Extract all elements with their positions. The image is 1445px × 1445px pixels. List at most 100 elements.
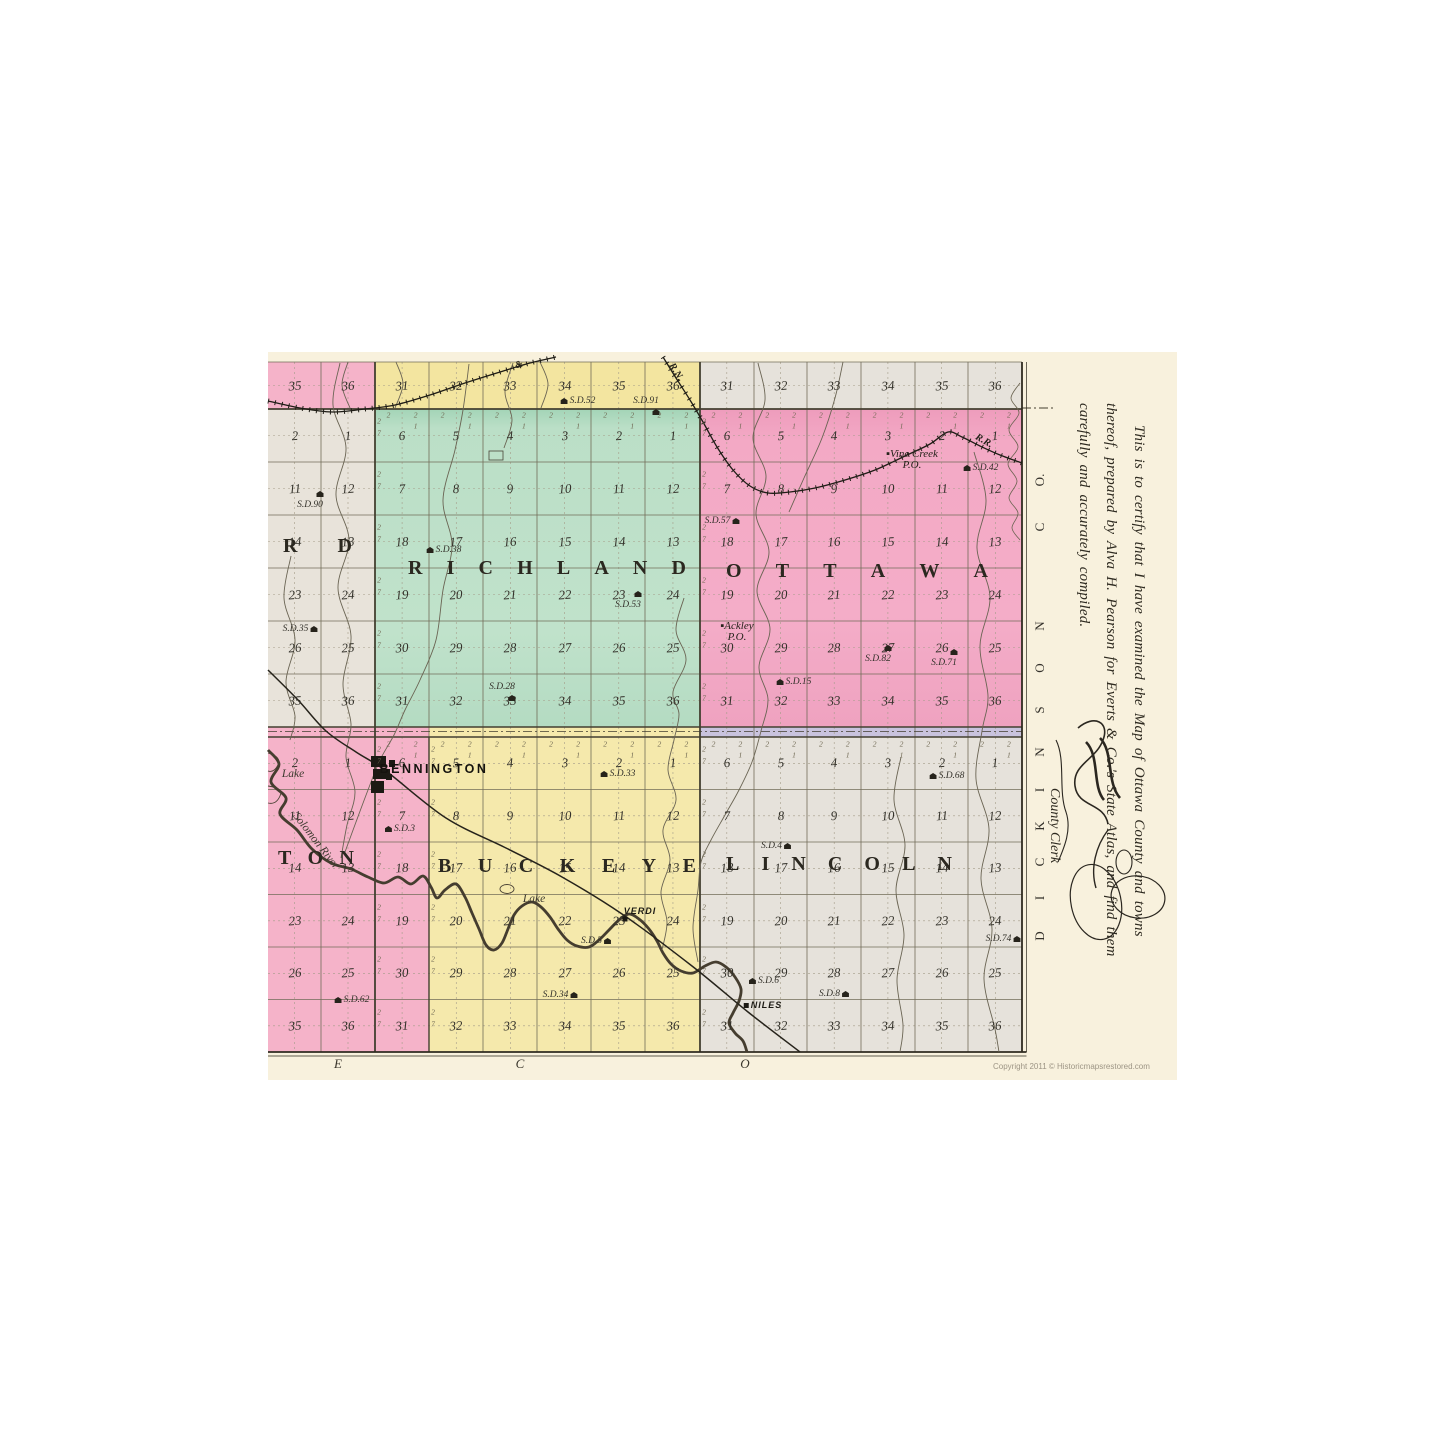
survey-tick: 7	[702, 966, 706, 976]
survey-tick: 2	[702, 628, 706, 638]
section-number: 24	[988, 586, 1003, 602]
survey-tick: 2	[522, 410, 526, 420]
school-district-number: S.D.4	[760, 841, 783, 851]
school-district-label: S.D.57	[705, 516, 740, 526]
post-office-po: P.O.	[727, 631, 747, 643]
survey-tick: 2	[576, 739, 580, 749]
township-name-letter: K	[559, 855, 576, 877]
section-number: 27	[557, 639, 572, 655]
section-number: 25	[340, 964, 355, 981]
survey-tick: 7	[377, 481, 381, 491]
section-number: 35	[611, 377, 626, 393]
survey-tick: 1	[738, 421, 743, 431]
survey-tick: 1	[522, 750, 526, 760]
section-number: 12	[988, 480, 1003, 496]
section-number: 1	[344, 427, 352, 443]
section-number: 34	[880, 692, 895, 708]
section-number: 35	[934, 1017, 949, 1034]
section-number: 11	[935, 480, 949, 496]
post-office-po: P.O.	[902, 459, 922, 471]
township-name-letter: N	[632, 557, 648, 579]
survey-tick: 7	[377, 640, 381, 650]
section-number: 32	[449, 377, 464, 393]
survey-tick: 7	[702, 861, 706, 871]
section-number: 35	[934, 692, 949, 708]
section-number: 31	[719, 377, 734, 393]
section-number: 12	[340, 807, 355, 824]
survey-tick: 7	[377, 693, 381, 703]
section-number: 29	[449, 639, 464, 655]
east-county-letter: D	[1032, 931, 1047, 941]
school-district-label: S.D.6	[748, 976, 779, 986]
section-number: 20	[773, 912, 788, 929]
township-name-letter: I	[446, 557, 455, 579]
section-number: 32	[773, 692, 788, 708]
section-number: 10	[557, 807, 572, 824]
creek	[660, 597, 687, 951]
school-district-label: S.D.42	[963, 463, 998, 473]
lake-label: Lake	[281, 768, 305, 780]
creek	[503, 362, 514, 449]
section-number: 22	[880, 912, 895, 929]
survey-tick: 2	[549, 410, 553, 420]
schoolhouse-icon	[929, 773, 937, 779]
section-number: 13	[988, 533, 1003, 549]
section-number: 9	[830, 807, 838, 824]
school-district-number: S.D.15	[785, 677, 812, 687]
creek	[341, 361, 351, 409]
survey-tick: 7	[702, 756, 706, 766]
survey-tick: 2	[377, 681, 381, 691]
survey-tick: 7	[702, 534, 706, 544]
schoolhouse-icon-wrap	[884, 645, 892, 651]
lake-label: Lake	[522, 893, 546, 905]
section-number: 14	[611, 533, 626, 549]
section-number: 25	[340, 639, 355, 655]
section-number: 26	[611, 639, 626, 655]
schoolhouse-icon	[570, 992, 578, 998]
section-number: 27	[880, 964, 895, 981]
school-district-label: S.D.62	[334, 995, 369, 1005]
lake-outline	[499, 884, 515, 894]
post-office-label: ▪Vine Creek P.O.	[886, 449, 938, 471]
section-number: 26	[934, 639, 949, 655]
section-number: 34	[557, 1017, 572, 1034]
section-number: 23	[934, 586, 949, 602]
survey-tick: 2	[1006, 410, 1011, 420]
section-number: 31	[395, 377, 410, 393]
section-number: 32	[449, 1017, 464, 1034]
east-county-letter: N	[1032, 747, 1047, 757]
section-number: 12	[665, 480, 680, 496]
survey-tick: 2	[702, 522, 706, 532]
survey-tick: 1	[522, 421, 526, 431]
township-name-letter: T	[775, 560, 790, 582]
survey-tick: 2	[377, 849, 381, 859]
school-district-number: S.D.52	[569, 396, 596, 406]
section-number: 8	[776, 807, 785, 824]
survey-tick: 2	[377, 954, 381, 964]
section-number: 25	[988, 964, 1003, 981]
school-district-label: S.D.53	[615, 600, 641, 610]
survey-tick: 7	[377, 534, 381, 544]
copyright-text: Copyright 2011 © Historicmapsrestored.co…	[993, 1062, 1150, 1071]
section-number: 36	[665, 1017, 680, 1034]
township-name-letter: A	[594, 557, 609, 579]
schoolhouse-icon	[748, 978, 756, 984]
survey-tick: 2	[494, 739, 499, 749]
section-number: 27	[557, 964, 572, 981]
survey-tick: 1	[845, 421, 850, 431]
survey-tick: 7	[431, 914, 435, 923]
section-number: 32	[449, 692, 464, 708]
section-number: 31	[395, 1017, 410, 1034]
survey-tick: 7	[702, 481, 706, 491]
section-number: 7	[398, 807, 406, 824]
section-number: 4	[506, 427, 515, 443]
section-number: 33	[503, 377, 518, 393]
survey-tick: 7	[431, 809, 435, 818]
survey-tick: 2	[711, 410, 716, 420]
railroad-southern	[267, 669, 801, 1053]
survey-tick: 7	[702, 587, 706, 597]
section-number: 10	[880, 807, 895, 824]
schoolhouse-icon	[600, 771, 608, 777]
county-clerk-label: County Clerk	[1047, 788, 1062, 864]
section-number: 21	[827, 586, 842, 602]
